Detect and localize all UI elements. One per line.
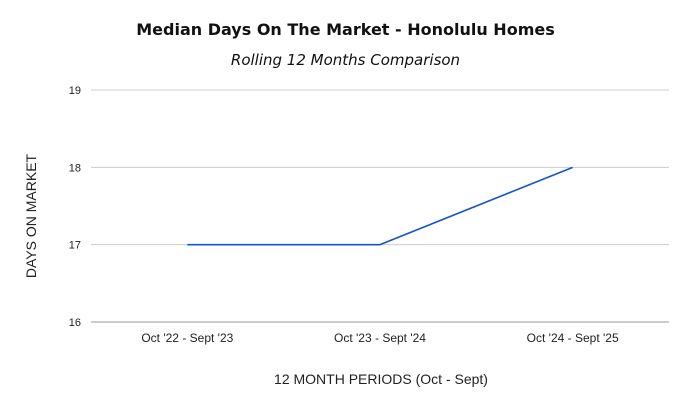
series-line: [187, 166, 573, 246]
y-tick-label: 16: [69, 317, 81, 329]
y-axis-title: DAYS ON MARKET: [23, 153, 39, 278]
x-tick-label: Oct '23 - Sept '24: [334, 331, 426, 345]
chart-title: Median Days On The Market - Honolulu Hom…: [136, 20, 555, 39]
chart-subtitle: Rolling 12 Months Comparison: [230, 51, 461, 69]
y-tick-label: 18: [69, 162, 81, 174]
y-tick-label: 17: [69, 240, 81, 252]
y-tick-label: 19: [69, 85, 81, 97]
x-tick-label: Oct '24 - Sept '25: [527, 331, 619, 345]
x-axis-title: 12 MONTH PERIODS (Oct - Sept): [274, 371, 488, 387]
x-tick-label: Oct '22 - Sept '23: [141, 331, 233, 345]
